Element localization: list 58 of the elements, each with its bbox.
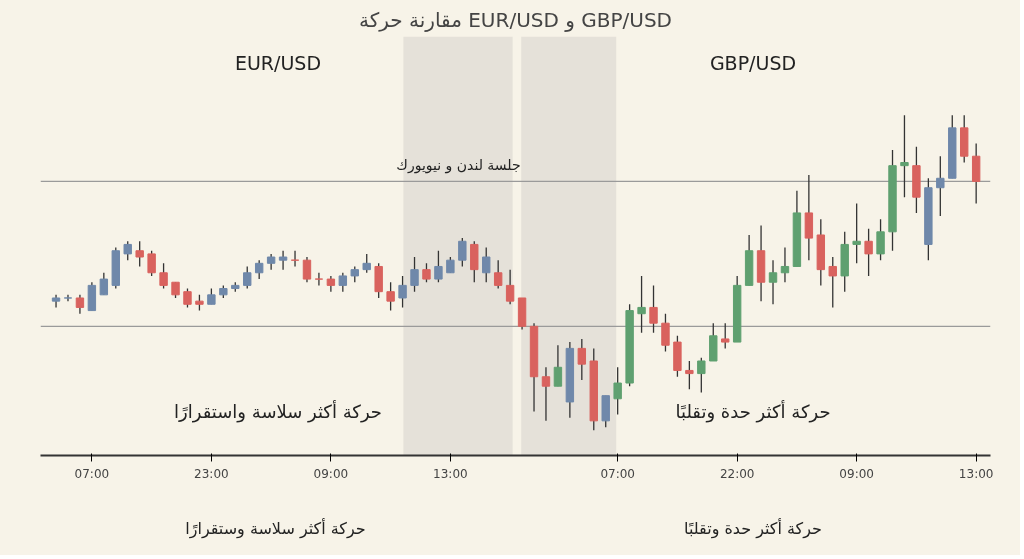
candlestick [135,240,144,268]
candlestick [852,202,861,264]
chart-title: مقارنة حركة EUR/USD و GBP/USD [359,7,673,32]
candlestick [900,114,909,198]
candlestick [314,272,324,287]
candlestick [876,218,885,261]
candlestick [864,228,873,277]
candlestick [410,256,419,293]
x-tick-label: 13:00 [958,466,994,481]
candlestick [780,246,790,283]
candlestick [254,259,264,280]
annotation: حركة أكثر سلاسة واستقرارًا [174,399,382,423]
candlestick [721,322,730,350]
candlestick [553,344,563,387]
candlestick [936,155,945,217]
candlestick [278,250,288,271]
x-tick-label: 22:00 [719,466,755,481]
annotation: جلسة لندن و نيويورك [396,157,521,175]
candlestick [75,294,85,315]
x-tick-label: 13:00 [433,466,468,481]
candlestick [123,240,132,261]
candlestick [685,360,694,390]
candlestick [649,284,658,334]
x-tick-label: 23:00 [194,466,229,481]
candlestick [386,281,395,312]
candlestick [422,262,431,283]
candlestick [99,272,109,296]
candlestick [362,253,371,274]
candlestick [302,256,312,283]
candlestick [159,262,168,290]
candlestick [398,275,407,309]
text: GBP/USD [709,52,797,75]
text: حركة أكثر حدة وتقلبًا [684,518,822,539]
text: EUR/USD [234,52,322,75]
candlestick [434,250,443,283]
candlestick [577,338,587,381]
candlestick [183,287,192,309]
candlestick [828,256,837,309]
candlestick [768,259,778,305]
annotation: حركة أكثر حدة وتقلبًا [675,399,831,423]
text: حركة أكثر سلاسة وستقرارًا [185,518,366,539]
candlestick [338,272,348,293]
candlestick [637,275,646,334]
candlestick [613,366,622,416]
candlestick [661,313,670,353]
x-tick-label: 09:00 [313,466,349,481]
candlestick [147,250,156,277]
candlestick [63,294,73,302]
x-tick-label: 07:00 [74,466,110,481]
candlestick [243,265,252,290]
candlestick [493,259,503,290]
candlestick [458,237,467,268]
candlestick [482,246,491,283]
candlestick [541,366,551,422]
x-tick-label: 09:00 [839,466,874,481]
candlestick [697,357,706,394]
x-tick-label: 07:00 [600,466,635,481]
candlestick [505,268,515,305]
